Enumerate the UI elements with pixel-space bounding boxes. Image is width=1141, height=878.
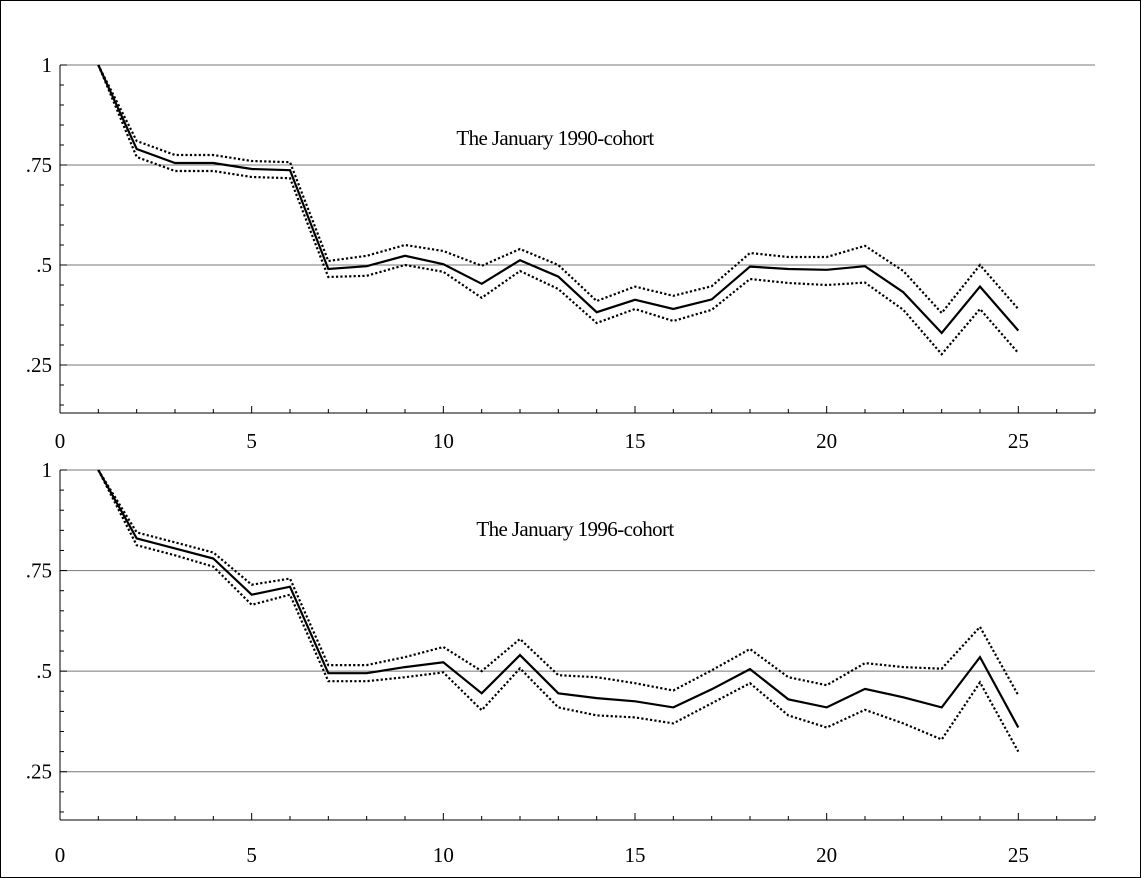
chart-title: The January 1990-cohort: [456, 126, 654, 150]
x-tick-label: 25: [1008, 843, 1029, 867]
x-tick-label: 0: [55, 843, 66, 867]
series-upper-bound-line: [97, 64, 1020, 315]
y-tick-label: .5: [36, 659, 52, 683]
x-tick-label: 25: [1008, 429, 1029, 453]
series-estimate-line: [97, 469, 1020, 729]
x-tick-label: 20: [816, 843, 837, 867]
y-tick-label: 1: [42, 458, 53, 482]
series-lower-bound-line: [97, 469, 1020, 753]
x-tick-label: 15: [625, 843, 646, 867]
series-estimate-line: [97, 64, 1020, 335]
panel-1990-cohort: 1 .75 .5 .25 0 5 10 15 20 25 The January 1990-coho…: [26, 53, 1096, 453]
series-lower-bound-line: [97, 64, 1020, 356]
x-tick-label: 10: [433, 429, 454, 453]
chart-title: The January 1996-cohort: [476, 517, 674, 541]
y-tick-label: .25: [26, 353, 52, 377]
x-tick-label: 10: [433, 843, 454, 867]
panel-1996-cohort: 1 .75 .5 .25 0 5 10 15 20 25 The January 1996-coho…: [26, 458, 1096, 867]
x-tick-label: 20: [816, 429, 837, 453]
x-tick-label: 15: [625, 429, 646, 453]
x-tick-label: 0: [55, 429, 66, 453]
y-tick-label: .75: [26, 153, 52, 177]
x-tick-label: 5: [246, 843, 257, 867]
series-upper-bound-line: [97, 469, 1020, 696]
y-tick-label: .25: [26, 760, 52, 784]
y-tick-label: .5: [36, 253, 52, 277]
y-tick-label: 1: [42, 53, 53, 77]
y-tick-label: .75: [26, 559, 52, 583]
x-tick-label: 5: [246, 429, 257, 453]
